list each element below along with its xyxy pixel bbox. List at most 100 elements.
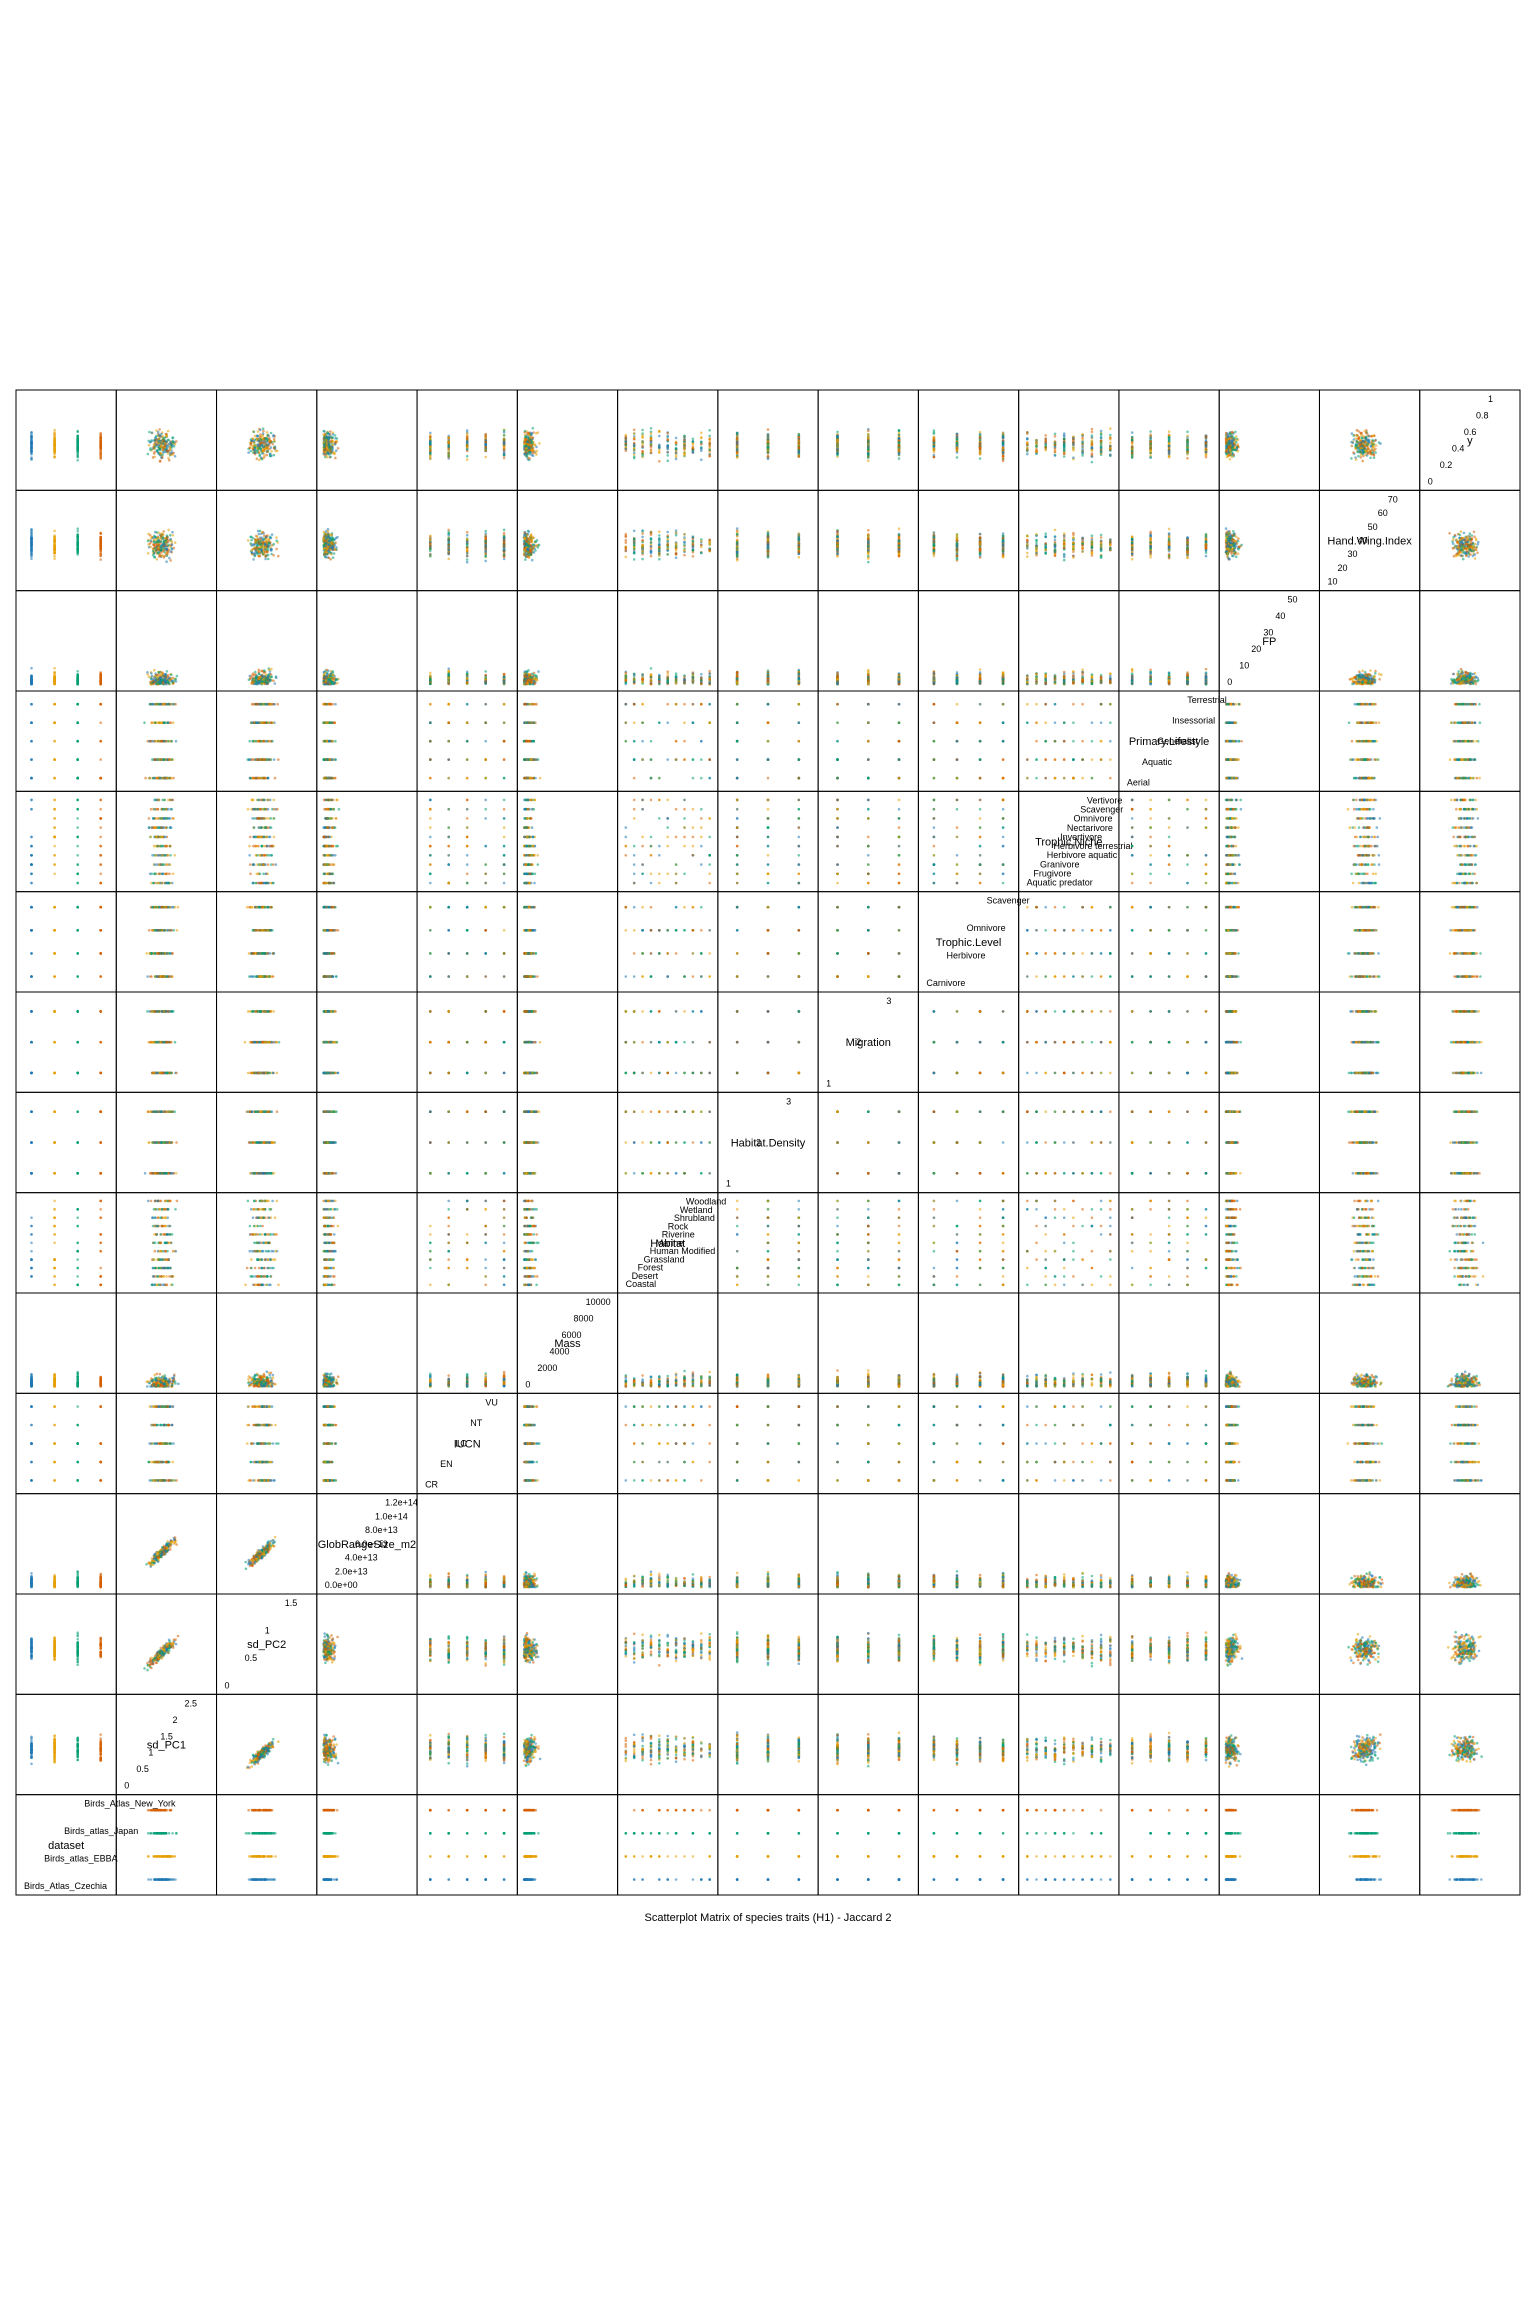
scatter-point bbox=[1186, 448, 1189, 451]
scatter-point bbox=[266, 544, 270, 547]
scatter-point bbox=[173, 541, 177, 544]
scatter-point bbox=[735, 543, 739, 546]
scatter-point bbox=[250, 442, 253, 445]
scatter-point bbox=[429, 435, 432, 439]
scatter-point bbox=[447, 436, 451, 439]
scatter-point bbox=[674, 549, 678, 552]
scatter-point bbox=[797, 455, 801, 459]
scatter-point bbox=[148, 533, 152, 537]
scatter-point bbox=[76, 449, 79, 452]
scatter-point bbox=[1130, 438, 1134, 442]
scatter-point bbox=[1233, 446, 1237, 450]
scatter-point bbox=[523, 452, 526, 456]
scatter-point bbox=[1149, 433, 1152, 437]
scatter-point bbox=[30, 458, 33, 461]
scatter-point bbox=[1367, 447, 1370, 451]
scatter-point bbox=[641, 445, 644, 448]
scatter-point bbox=[700, 543, 703, 547]
scatter-point bbox=[502, 446, 506, 450]
scatter-point bbox=[1229, 452, 1233, 455]
scatter-point bbox=[691, 536, 695, 539]
scatter-point bbox=[649, 443, 653, 446]
scatter-point bbox=[163, 436, 167, 439]
scatter-point bbox=[1228, 449, 1232, 452]
scatter-point bbox=[1234, 430, 1237, 434]
scatter-point bbox=[269, 548, 273, 552]
scatter-point bbox=[165, 554, 169, 558]
scatter-point bbox=[932, 432, 936, 435]
scatter-point bbox=[484, 559, 488, 563]
scatter-point bbox=[149, 545, 152, 549]
scatter-point bbox=[666, 538, 669, 541]
scatter-point bbox=[322, 445, 326, 449]
scatter-point bbox=[1235, 441, 1238, 444]
scatter-point bbox=[30, 549, 33, 553]
scatter-point bbox=[1149, 430, 1152, 433]
scatter-point bbox=[735, 532, 739, 536]
scatter-point bbox=[148, 542, 152, 545]
scatter-point bbox=[1359, 444, 1362, 447]
scatter-point bbox=[255, 457, 259, 461]
scatter-point bbox=[1231, 444, 1235, 447]
scatter-point bbox=[76, 444, 79, 447]
scatter-point bbox=[1081, 436, 1084, 440]
scatter-point bbox=[691, 447, 695, 451]
scatter-point bbox=[502, 553, 506, 556]
scatter-point bbox=[329, 558, 332, 561]
scatter-point bbox=[932, 455, 936, 459]
scatter-point bbox=[253, 451, 257, 455]
scatter-point bbox=[1109, 441, 1112, 445]
scatter-point bbox=[253, 554, 256, 558]
scatter-point bbox=[332, 552, 336, 555]
scatter-point bbox=[641, 432, 644, 435]
scatter-point bbox=[447, 534, 451, 537]
scatter-point bbox=[465, 454, 469, 458]
scatter-point bbox=[529, 445, 533, 449]
scatter-point bbox=[1370, 444, 1373, 448]
scatter-point bbox=[323, 442, 326, 446]
scatter-point bbox=[1062, 455, 1066, 458]
scatter-point bbox=[1072, 435, 1075, 439]
scatter-point bbox=[251, 536, 255, 540]
scatter-point bbox=[171, 534, 175, 537]
scatter-point bbox=[502, 528, 506, 532]
scatter-point bbox=[166, 452, 170, 455]
scatter-point bbox=[30, 435, 33, 438]
scatter-point bbox=[897, 446, 901, 449]
scatter-point bbox=[1355, 440, 1359, 444]
scatter-point bbox=[332, 538, 336, 541]
scatter-point bbox=[955, 438, 959, 441]
scatter-point bbox=[99, 547, 102, 550]
scatter-point bbox=[257, 444, 260, 448]
scatter-point bbox=[735, 558, 739, 562]
scatter-point bbox=[99, 443, 102, 446]
scatter-point bbox=[323, 453, 326, 457]
scatter-point bbox=[836, 438, 839, 442]
scatter-point bbox=[691, 548, 695, 552]
scatter-point bbox=[649, 537, 653, 540]
scatter-point bbox=[641, 529, 644, 533]
scatter-point bbox=[76, 453, 79, 457]
scatter-point bbox=[526, 534, 529, 537]
scatter-point bbox=[1109, 436, 1112, 440]
scatter-point bbox=[163, 450, 166, 454]
scatter-point bbox=[897, 527, 901, 530]
scatter-point bbox=[250, 548, 253, 552]
scatter-point bbox=[1149, 454, 1152, 457]
scatter-point bbox=[1227, 445, 1230, 449]
scatter-point bbox=[484, 546, 488, 550]
scatter-point bbox=[528, 440, 531, 444]
scatter-point bbox=[327, 535, 330, 539]
scatter-point bbox=[333, 434, 337, 437]
scatter-point bbox=[1204, 439, 1208, 443]
scatter-point bbox=[836, 447, 839, 451]
scatter-point bbox=[76, 434, 79, 438]
scatter-point bbox=[331, 547, 335, 551]
scatter-point bbox=[265, 439, 268, 442]
scatter-point bbox=[429, 455, 432, 459]
scatter-point bbox=[331, 540, 334, 544]
scatter-point bbox=[649, 432, 653, 435]
scatter-point bbox=[170, 539, 173, 543]
scatter-point bbox=[99, 436, 102, 440]
scatter-point bbox=[53, 447, 56, 450]
